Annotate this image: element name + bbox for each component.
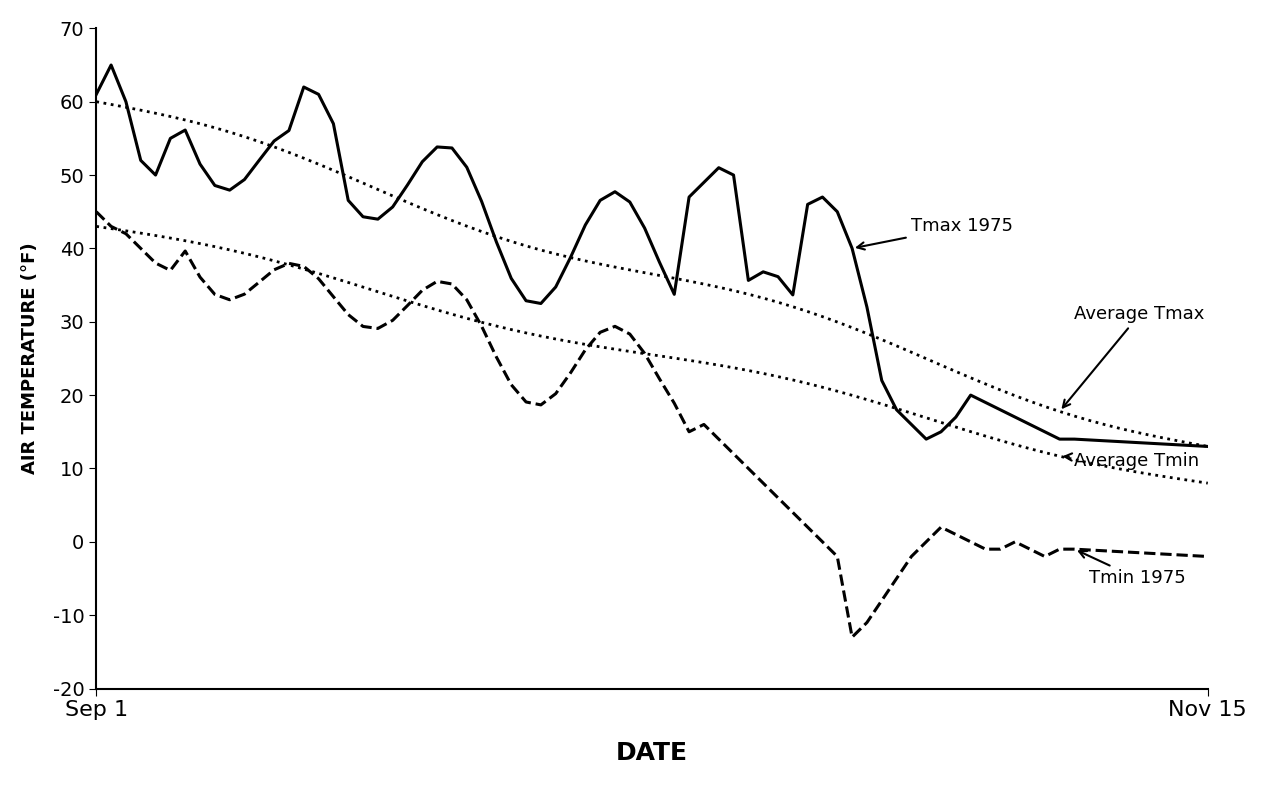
X-axis label: DATE: DATE (616, 741, 689, 765)
Text: Average Tmin: Average Tmin (1065, 452, 1200, 470)
Text: Average Tmax: Average Tmax (1063, 306, 1205, 407)
Text: Tmax 1975: Tmax 1975 (857, 218, 1013, 249)
Text: Tmin 1975: Tmin 1975 (1079, 551, 1186, 587)
Y-axis label: AIR TEMPERATURE (°F): AIR TEMPERATURE (°F) (20, 243, 39, 474)
